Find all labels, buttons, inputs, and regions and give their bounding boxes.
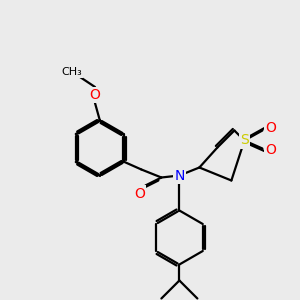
Text: N: N [174, 169, 184, 182]
Text: O: O [265, 122, 276, 136]
Text: O: O [134, 187, 145, 200]
Text: O: O [90, 88, 101, 102]
Text: CH₃: CH₃ [61, 67, 82, 77]
Text: O: O [265, 143, 276, 158]
Text: S: S [240, 134, 249, 148]
